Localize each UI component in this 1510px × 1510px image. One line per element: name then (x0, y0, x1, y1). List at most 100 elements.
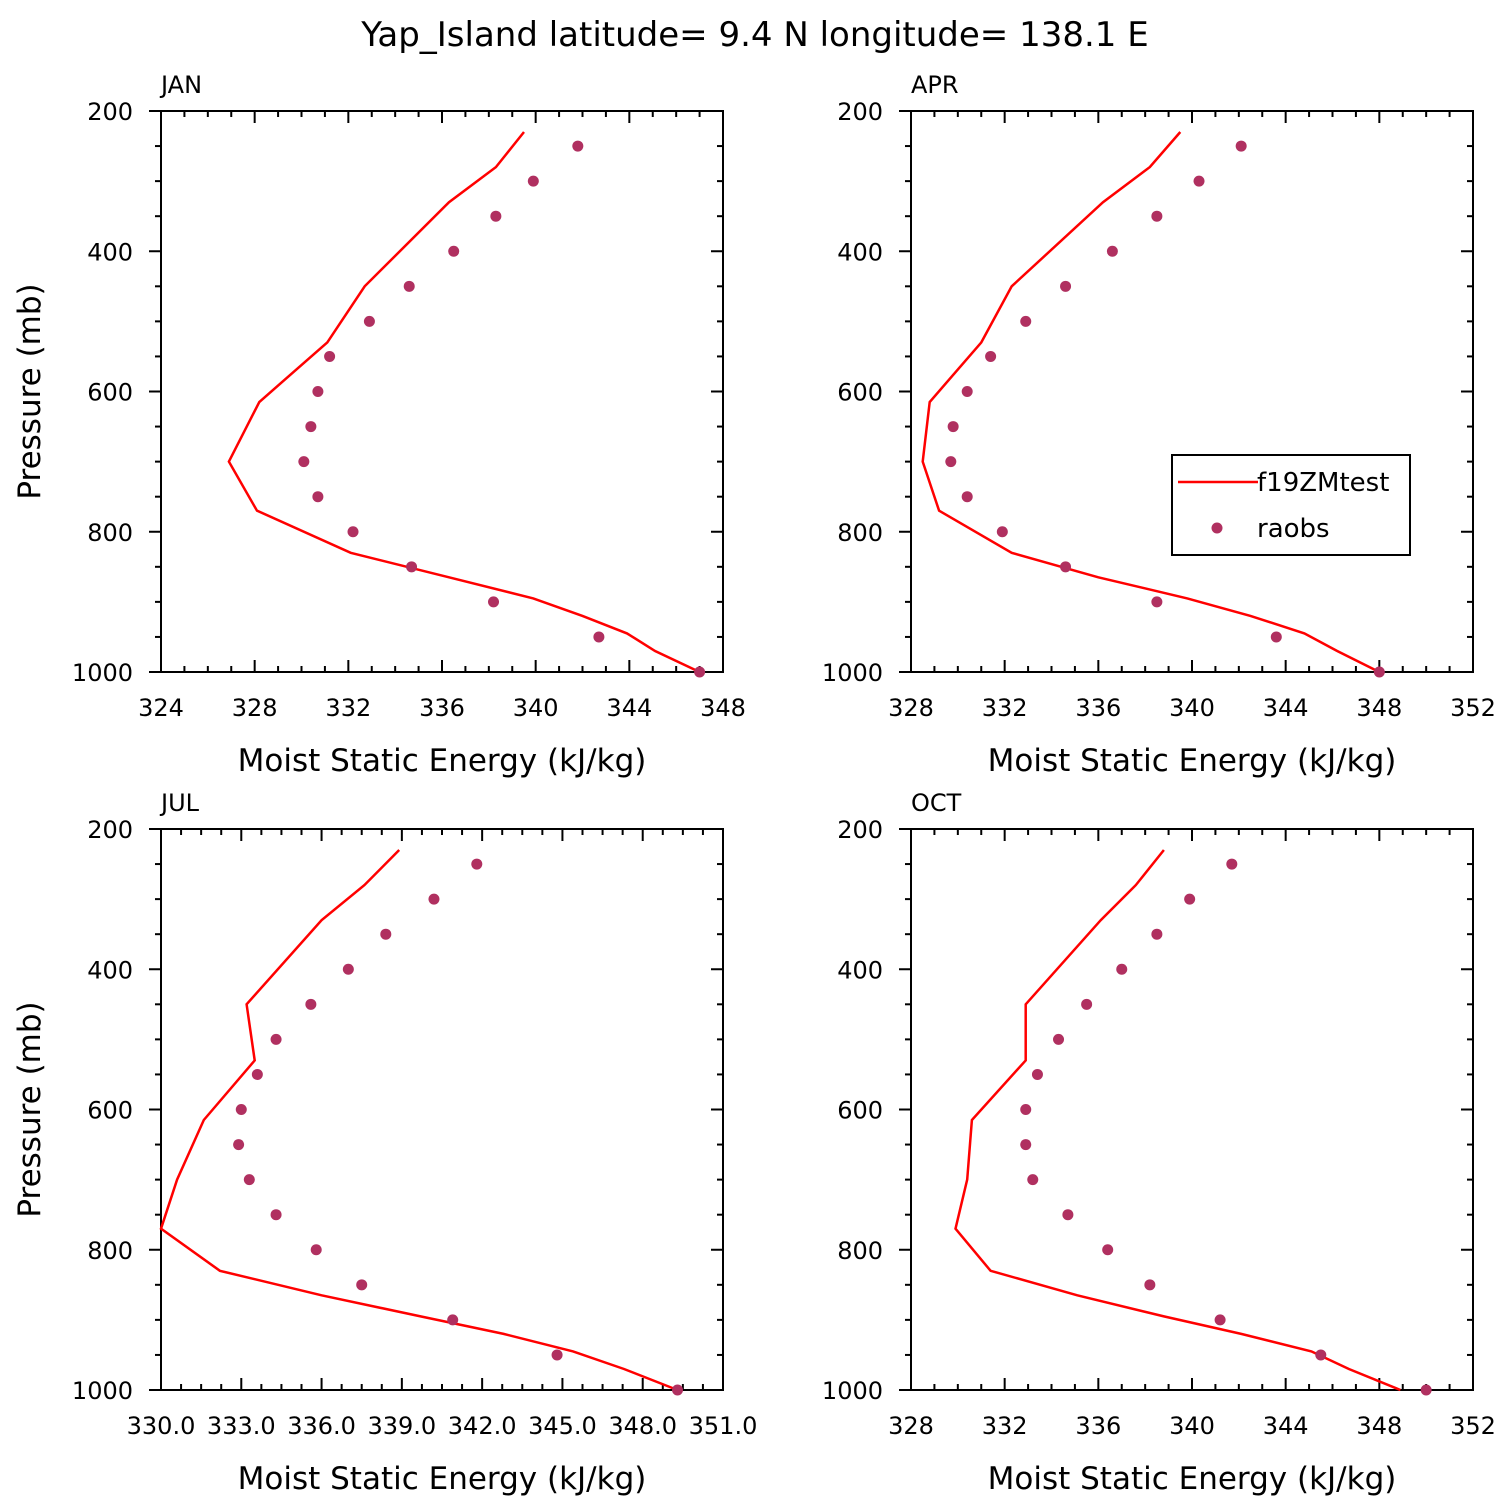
x-tick-label: 324 (138, 694, 184, 722)
panel-label: JAN (159, 71, 202, 99)
obs-point (312, 491, 324, 503)
obs-point (945, 456, 957, 468)
y-tick-label: 600 (87, 1097, 133, 1125)
obs-point (1151, 210, 1163, 222)
obs-point (527, 175, 539, 187)
plot-frame (160, 110, 724, 673)
obs-point (1062, 1209, 1074, 1221)
x-tick-label: 332 (325, 694, 371, 722)
obs-point (310, 1244, 322, 1256)
x-tick-label: 332 (982, 694, 1028, 722)
obs-point (1315, 1349, 1327, 1361)
model-series-line (954, 849, 1401, 1392)
obs-point (1226, 858, 1238, 870)
obs-point (270, 1209, 282, 1221)
x-tick-label: 328 (888, 1412, 934, 1440)
obs-point (1020, 315, 1032, 327)
obs-point (251, 1068, 263, 1080)
x-tick-label: 348 (700, 694, 746, 722)
obs-point (985, 350, 997, 362)
obs-point (1053, 1033, 1065, 1045)
obs-point (363, 315, 375, 327)
x-tick-label: 339.0 (367, 1412, 436, 1440)
panel-label: OCT (911, 789, 962, 817)
x-axis-label: Moist Static Energy (kJ/kg) (988, 743, 1397, 779)
y-tick-label: 600 (837, 379, 883, 407)
x-axis-label: Moist Static Energy (kJ/kg) (988, 1461, 1397, 1497)
obs-point (490, 210, 502, 222)
y-tick-label: 400 (87, 956, 133, 984)
x-tick-label: 344 (1263, 694, 1309, 722)
panel-apr: 328 332 336 340 344 348 352 200 400 600 800 1000 APR… (822, 71, 1496, 779)
obs-point (1420, 1384, 1432, 1396)
panel-jul: 330.0 333.0 336.0 339.0 342.0 345.0 348.0 351.0… (12, 789, 757, 1497)
legend: f19ZMtest raobs (1171, 454, 1411, 556)
obs-point (694, 666, 706, 678)
x-tick-label: 336.0 (287, 1412, 356, 1440)
obs-point (961, 491, 973, 503)
model-series-line (159, 849, 678, 1392)
obs-point (1214, 1314, 1226, 1326)
obs-point (947, 421, 959, 433)
panel-oct: 328 332 336 340 344 348 352 200 400 600 800 1000 OCT… (822, 789, 1496, 1497)
y-tick-label: 1000 (822, 659, 883, 687)
legend-box (1171, 454, 1411, 556)
x-tick-label: 340 (513, 694, 559, 722)
y-tick-label: 1000 (72, 1377, 133, 1405)
y-tick-label: 200 (837, 98, 883, 126)
obs-point (1270, 631, 1282, 643)
x-tick-label: 336 (1075, 1412, 1121, 1440)
obs-point (356, 1279, 368, 1291)
obs-point (305, 421, 317, 433)
model-series-line (921, 131, 1380, 674)
obs-point (961, 386, 973, 397)
legend-obs-label: raobs (1257, 514, 1330, 544)
x-tick-label: 348.0 (608, 1412, 677, 1440)
obs-point (1060, 561, 1072, 573)
obs-point (1373, 666, 1385, 678)
obs-point (672, 1384, 684, 1396)
obs-point (1106, 245, 1118, 257)
x-tick-label: 348 (1356, 1412, 1402, 1440)
obs-point (551, 1349, 563, 1361)
x-tick-label: 340 (1169, 694, 1215, 722)
x-tick-label: 344 (1263, 1412, 1309, 1440)
x-tick-label: 352 (1450, 694, 1496, 722)
y-axis-label: Pressure (mb) (12, 1001, 48, 1217)
obs-point (447, 1314, 459, 1326)
obs-point (1102, 1244, 1114, 1256)
panel-label: APR (911, 71, 959, 99)
x-tick-label: 336 (1075, 694, 1121, 722)
obs-point (1193, 175, 1205, 187)
x-tick-label: 342.0 (448, 1412, 517, 1440)
y-tick-label: 1000 (822, 1377, 883, 1405)
obs-point (996, 526, 1008, 538)
x-tick-label: 344 (606, 694, 652, 722)
x-tick-label: 336 (419, 694, 465, 722)
legend-model-label: f19ZMtest (1257, 468, 1389, 498)
y-tick-label: 200 (87, 98, 133, 126)
obs-point (243, 1174, 255, 1186)
x-tick-label: 340 (1169, 1412, 1215, 1440)
y-tick-label: 1000 (72, 659, 133, 687)
y-tick-label: 200 (87, 816, 133, 844)
y-tick-label: 800 (87, 519, 133, 547)
x-tick-label: 345.0 (528, 1412, 597, 1440)
obs-point (428, 893, 440, 905)
plot-frame (910, 828, 1474, 1391)
obs-point (1184, 893, 1196, 905)
x-tick-label: 328 (888, 694, 934, 722)
y-tick-label: 600 (87, 379, 133, 407)
obs-point (305, 998, 317, 1010)
obs-point (488, 596, 500, 608)
plot-frame (910, 110, 1474, 673)
obs-point (1031, 1068, 1043, 1080)
obs-point (380, 928, 392, 940)
obs-point (593, 631, 605, 643)
y-tick-label: 200 (837, 816, 883, 844)
y-tick-label: 400 (837, 238, 883, 266)
y-axis-label: Pressure (mb) (12, 283, 48, 499)
obs-point (1081, 998, 1093, 1010)
obs-point (1020, 1139, 1032, 1151)
